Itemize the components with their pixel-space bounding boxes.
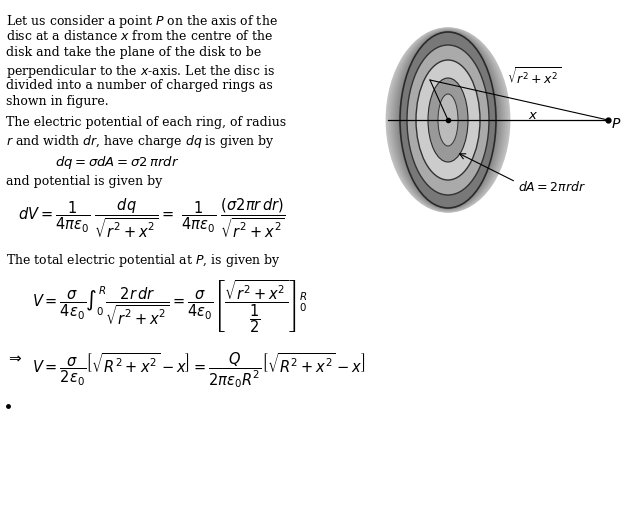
Ellipse shape <box>394 30 501 210</box>
Text: The electric potential of each ring, of radius: The electric potential of each ring, of … <box>6 116 286 129</box>
Ellipse shape <box>400 32 496 208</box>
Ellipse shape <box>398 31 498 209</box>
Ellipse shape <box>391 29 505 211</box>
Ellipse shape <box>386 27 510 213</box>
Text: disk and take the plane of the disk to be: disk and take the plane of the disk to b… <box>6 46 261 59</box>
Text: disc at a distance $x$ from the centre of the: disc at a distance $x$ from the centre o… <box>6 30 273 44</box>
Text: perpendicular to the $x$-axis. Let the disc is: perpendicular to the $x$-axis. Let the d… <box>6 63 275 80</box>
Ellipse shape <box>407 45 489 195</box>
Text: shown in figure.: shown in figure. <box>6 95 109 109</box>
Text: divided into a number of charged rings as: divided into a number of charged rings a… <box>6 79 273 92</box>
Text: $\Rightarrow$: $\Rightarrow$ <box>6 350 23 364</box>
Text: $\sqrt{r^2 + x^2}$: $\sqrt{r^2 + x^2}$ <box>507 67 561 88</box>
Ellipse shape <box>396 31 499 209</box>
Text: $V = \dfrac{\sigma}{2\varepsilon_0}\left[\sqrt{R^2 + x^2} - x\right]= \dfrac{Q}{: $V = \dfrac{\sigma}{2\varepsilon_0}\left… <box>32 350 365 390</box>
Text: $P$: $P$ <box>611 117 621 131</box>
Ellipse shape <box>438 94 458 146</box>
Ellipse shape <box>416 60 480 180</box>
Text: and potential is given by: and potential is given by <box>6 175 162 188</box>
Ellipse shape <box>387 28 509 212</box>
Text: Let us consider a point $P$ on the axis of the: Let us consider a point $P$ on the axis … <box>6 13 278 30</box>
Ellipse shape <box>389 28 507 211</box>
Text: $dA = 2\pi r dr$: $dA = 2\pi r dr$ <box>518 180 586 194</box>
Ellipse shape <box>392 30 503 210</box>
Text: $dq = \sigma dA = \sigma 2\, \pi r dr$: $dq = \sigma dA = \sigma 2\, \pi r dr$ <box>55 154 179 171</box>
Text: $V = \dfrac{\sigma}{4\varepsilon_0}\int_0^R \dfrac{2r\, dr}{\sqrt{r^2 + x^2}}= \: $V = \dfrac{\sigma}{4\varepsilon_0}\int_… <box>32 278 308 335</box>
Text: $r$ and width $dr$, have charge $dq$ is given by: $r$ and width $dr$, have charge $dq$ is … <box>6 132 275 149</box>
Text: $dV = \dfrac{1}{4\pi\varepsilon_0}\ \dfrac{dq}{\sqrt{r^2 + x^2}} =\ \dfrac{1}{4\: $dV = \dfrac{1}{4\pi\varepsilon_0}\ \dfr… <box>18 197 286 240</box>
Ellipse shape <box>428 78 468 162</box>
Text: The total electric potential at $P$, is given by: The total electric potential at $P$, is … <box>6 252 281 269</box>
Text: $R$: $R$ <box>408 84 418 97</box>
Text: $x$: $x$ <box>528 109 538 122</box>
